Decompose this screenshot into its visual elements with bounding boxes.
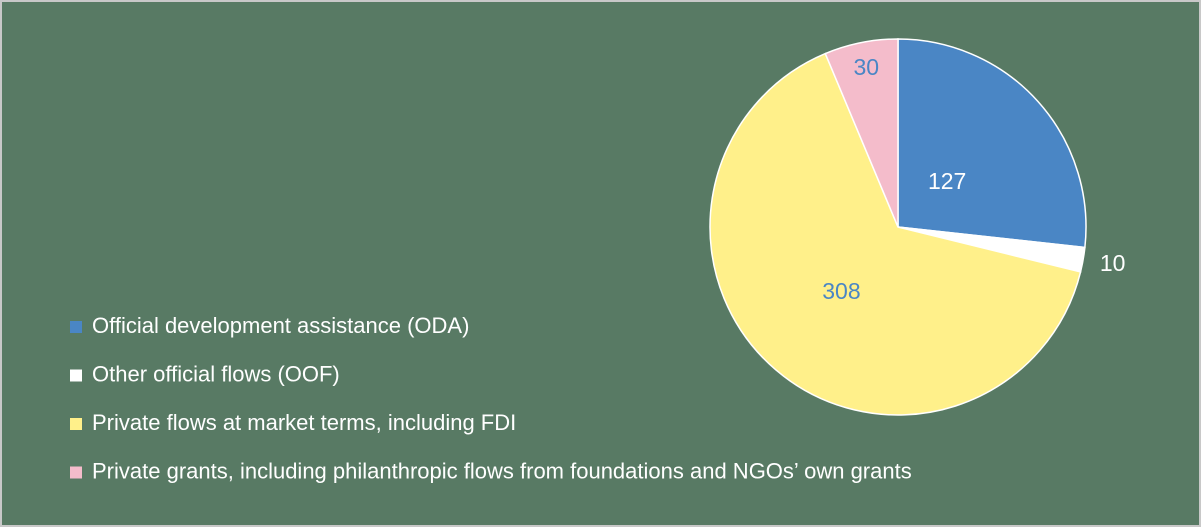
legend-swatch <box>70 369 82 382</box>
data-label: 10 <box>1100 250 1126 276</box>
legend-label: Official development assistance (ODA) <box>92 313 469 338</box>
legend-label: Private grants, including philanthropic … <box>92 458 912 483</box>
legend-label: Other official flows (OOF) <box>92 361 340 386</box>
data-label: 127 <box>928 168 966 194</box>
data-label: 30 <box>853 54 879 80</box>
legend-swatch <box>70 321 82 333</box>
data-label: 308 <box>822 278 860 304</box>
pie-slice <box>709 52 1082 416</box>
legend-label: Private flows at market terms, including… <box>92 410 516 435</box>
pie-slice <box>897 38 1087 249</box>
legend-swatch <box>70 466 82 479</box>
legend-swatch <box>70 418 82 430</box>
pie-slice <box>824 38 899 228</box>
